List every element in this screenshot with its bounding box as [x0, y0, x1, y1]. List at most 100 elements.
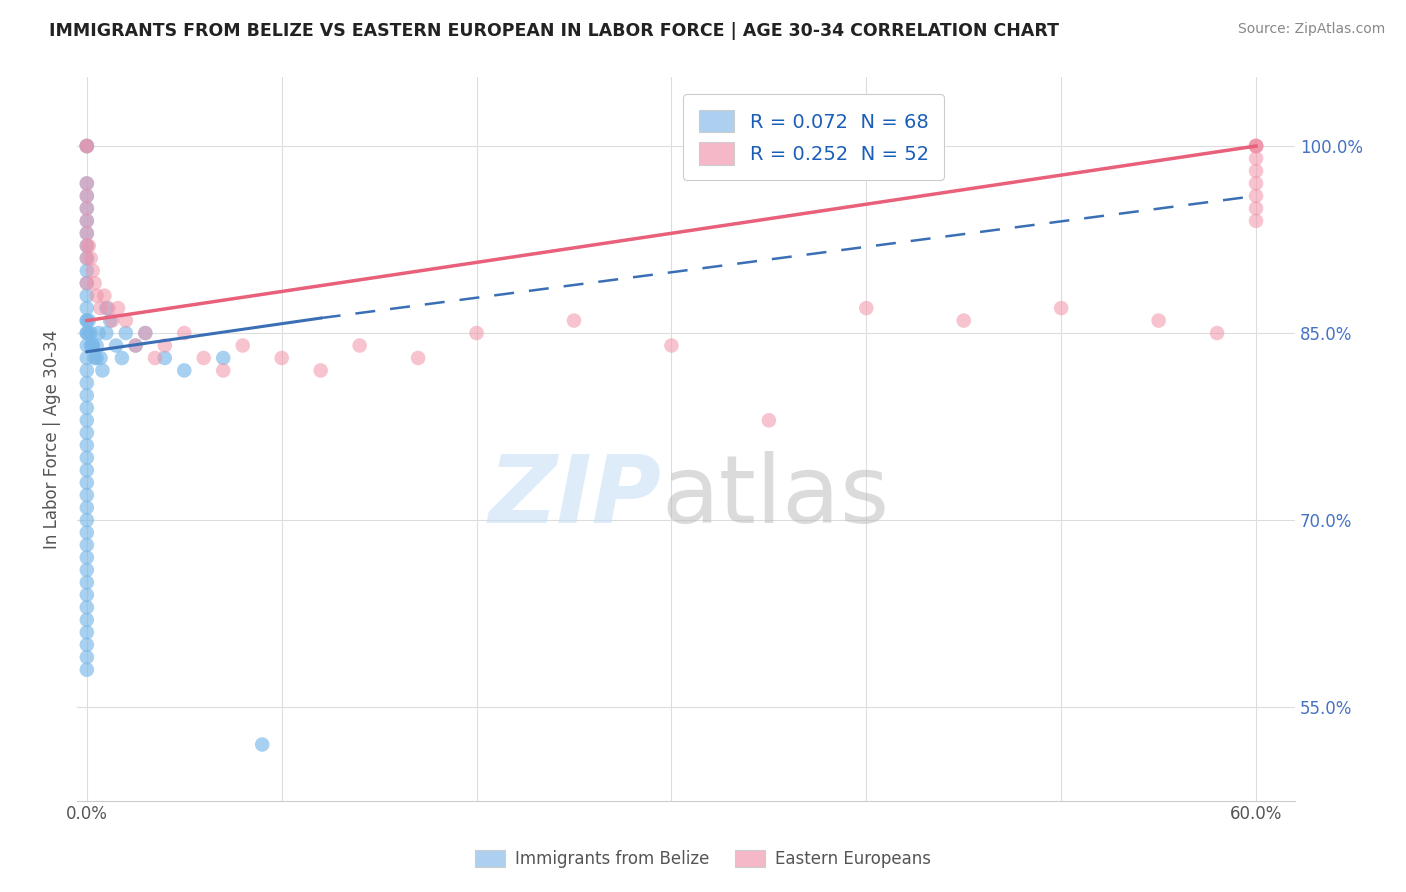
Point: [1244, 139, 1267, 153]
Point: [134, 326, 156, 340]
Point: [101, 313, 124, 327]
Point: [82, 263, 104, 277]
Point: [1244, 139, 1267, 153]
Point: [76, 538, 98, 552]
Point: [173, 326, 195, 340]
Text: ZIP: ZIP: [489, 450, 662, 543]
Point: [80, 252, 103, 266]
Point: [212, 363, 235, 377]
Text: IMMIGRANTS FROM BELIZE VS EASTERN EUROPEAN IN LABOR FORCE | AGE 30-34 CORRELATIO: IMMIGRANTS FROM BELIZE VS EASTERN EUROPE…: [49, 22, 1059, 40]
Point: [82, 338, 104, 352]
Y-axis label: In Labor Force | Age 30-34: In Labor Force | Age 30-34: [44, 329, 60, 549]
Point: [76, 351, 98, 365]
Point: [86, 351, 108, 365]
Point: [76, 575, 98, 590]
Point: [1244, 177, 1267, 191]
Point: [1244, 152, 1267, 166]
Point: [270, 351, 292, 365]
Point: [76, 313, 98, 327]
Point: [107, 301, 129, 315]
Point: [952, 313, 974, 327]
Point: [143, 351, 166, 365]
Point: [232, 338, 254, 352]
Point: [76, 563, 98, 577]
Point: [76, 214, 98, 228]
Point: [114, 326, 136, 340]
Point: [76, 650, 98, 665]
Point: [82, 338, 104, 352]
Point: [134, 326, 156, 340]
Point: [1244, 189, 1267, 203]
Legend: Immigrants from Belize, Eastern Europeans: Immigrants from Belize, Eastern European…: [468, 843, 938, 875]
Point: [153, 351, 176, 365]
Point: [76, 600, 98, 615]
Point: [1244, 139, 1267, 153]
Point: [77, 313, 100, 327]
Point: [76, 214, 98, 228]
Point: [76, 263, 98, 277]
Point: [1050, 301, 1073, 315]
Legend: R = 0.072  N = 68, R = 0.252  N = 52: R = 0.072 N = 68, R = 0.252 N = 52: [683, 95, 945, 180]
Point: [76, 425, 98, 440]
Point: [91, 363, 114, 377]
Point: [86, 288, 108, 302]
Point: [309, 363, 332, 377]
Point: [89, 351, 111, 365]
Point: [89, 301, 111, 315]
Point: [76, 625, 98, 640]
Point: [465, 326, 488, 340]
Point: [76, 525, 98, 540]
Text: atlas: atlas: [662, 450, 890, 543]
Point: [250, 738, 273, 752]
Point: [77, 326, 100, 340]
Point: [76, 202, 98, 216]
Point: [80, 338, 103, 352]
Point: [76, 613, 98, 627]
Point: [212, 351, 235, 365]
Point: [76, 663, 98, 677]
Point: [87, 326, 110, 340]
Point: [76, 413, 98, 427]
Point: [76, 139, 98, 153]
Point: [76, 313, 98, 327]
Point: [96, 326, 118, 340]
Point: [76, 227, 98, 241]
Point: [193, 351, 215, 365]
Point: [406, 351, 429, 365]
Point: [76, 363, 98, 377]
Point: [562, 313, 585, 327]
Point: [1244, 202, 1267, 216]
Point: [76, 438, 98, 452]
Point: [349, 338, 371, 352]
Point: [76, 588, 98, 602]
Point: [76, 189, 98, 203]
Point: [76, 301, 98, 315]
Text: Source: ZipAtlas.com: Source: ZipAtlas.com: [1237, 22, 1385, 37]
Point: [77, 239, 100, 253]
Point: [83, 276, 105, 290]
Point: [76, 450, 98, 465]
Point: [76, 239, 98, 253]
Point: [124, 338, 146, 352]
Point: [80, 326, 103, 340]
Point: [76, 550, 98, 565]
Point: [76, 488, 98, 502]
Point: [83, 351, 105, 365]
Point: [1244, 139, 1267, 153]
Point: [76, 326, 98, 340]
Point: [76, 252, 98, 266]
Point: [93, 288, 115, 302]
Point: [105, 338, 128, 352]
Point: [76, 288, 98, 302]
Point: [76, 239, 98, 253]
Point: [76, 401, 98, 415]
Point: [1206, 326, 1229, 340]
Point: [76, 475, 98, 490]
Point: [76, 177, 98, 191]
Point: [153, 338, 176, 352]
Point: [76, 638, 98, 652]
Point: [114, 313, 136, 327]
Point: [1147, 313, 1170, 327]
Point: [76, 139, 98, 153]
Point: [76, 376, 98, 390]
